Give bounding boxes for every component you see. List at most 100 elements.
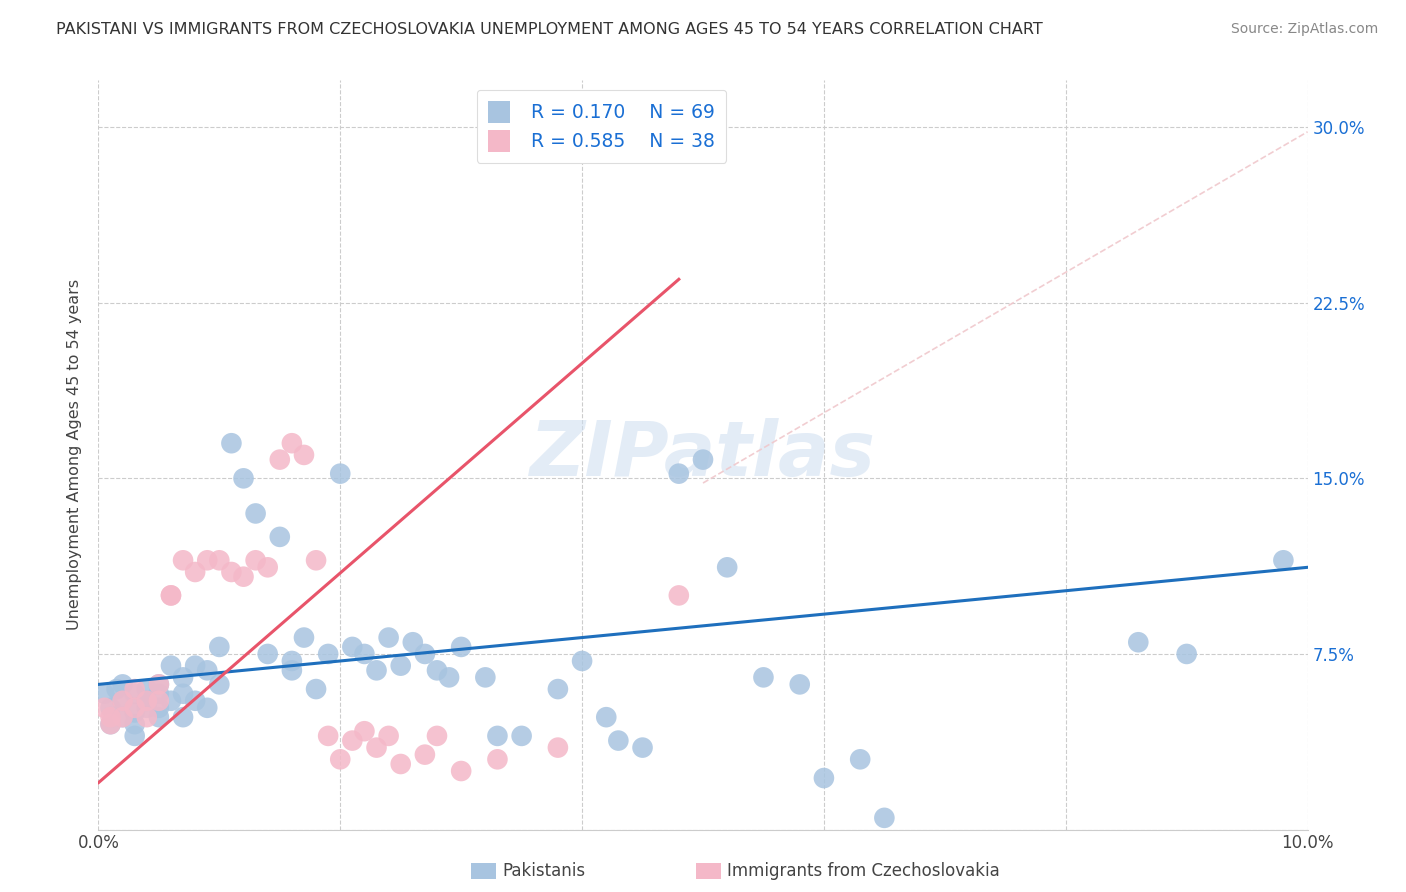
Point — [172, 710, 194, 724]
Point — [789, 677, 811, 691]
Point — [1272, 553, 1295, 567]
Point — [342, 640, 364, 654]
Point — [172, 553, 194, 567]
Point — [195, 701, 218, 715]
Point — [329, 752, 352, 766]
Point — [111, 677, 134, 691]
Point — [389, 756, 412, 771]
Point — [402, 635, 425, 649]
Point — [93, 701, 115, 715]
Point — [486, 752, 509, 766]
Point — [160, 658, 183, 673]
Point — [450, 640, 472, 654]
Point — [135, 710, 157, 724]
Text: Pakistanis: Pakistanis — [502, 862, 585, 880]
Point — [607, 733, 630, 747]
Point — [1175, 647, 1198, 661]
Point — [281, 436, 304, 450]
Point — [100, 717, 122, 731]
Point — [195, 664, 218, 678]
Text: Immigrants from Czechoslovakia: Immigrants from Czechoslovakia — [727, 862, 1000, 880]
Point — [377, 729, 399, 743]
Point — [366, 664, 388, 678]
Y-axis label: Unemployment Among Ages 45 to 54 years: Unemployment Among Ages 45 to 54 years — [67, 279, 83, 631]
Text: PAKISTANI VS IMMIGRANTS FROM CZECHOSLOVAKIA UNEMPLOYMENT AMONG AGES 45 TO 54 YEA: PAKISTANI VS IMMIGRANTS FROM CZECHOSLOVA… — [56, 22, 1043, 37]
Point — [160, 589, 183, 603]
Point — [595, 710, 617, 724]
Point — [111, 694, 134, 708]
Text: ZIPatlas: ZIPatlas — [530, 418, 876, 491]
Point — [135, 682, 157, 697]
Point — [413, 747, 436, 762]
Point — [148, 677, 170, 691]
Point — [232, 471, 254, 485]
Point — [100, 701, 122, 715]
Point — [124, 687, 146, 701]
Point — [849, 752, 872, 766]
Point — [160, 694, 183, 708]
Point — [353, 724, 375, 739]
Point — [184, 565, 207, 579]
Point — [135, 694, 157, 708]
Point — [269, 530, 291, 544]
Point — [208, 640, 231, 654]
Point — [256, 647, 278, 661]
Point — [256, 560, 278, 574]
Point — [93, 687, 115, 701]
Point — [148, 710, 170, 724]
Point — [510, 729, 533, 743]
Point — [221, 565, 243, 579]
Point — [232, 570, 254, 584]
Point — [148, 701, 170, 715]
Point — [547, 682, 569, 697]
Point — [135, 694, 157, 708]
Point — [135, 701, 157, 715]
Point — [813, 771, 835, 785]
Point — [474, 670, 496, 684]
Point — [305, 682, 328, 697]
Point — [316, 729, 339, 743]
Point — [111, 710, 134, 724]
Point — [111, 694, 134, 708]
Point — [692, 452, 714, 467]
Point — [124, 717, 146, 731]
Point — [111, 710, 134, 724]
Point — [571, 654, 593, 668]
Point — [245, 507, 267, 521]
Point — [437, 670, 460, 684]
Point — [305, 553, 328, 567]
Point — [245, 553, 267, 567]
Point — [172, 670, 194, 684]
Point — [195, 553, 218, 567]
Point — [486, 729, 509, 743]
Point — [329, 467, 352, 481]
Point — [148, 694, 170, 708]
Point — [426, 729, 449, 743]
Point — [100, 710, 122, 724]
Point — [184, 658, 207, 673]
Point — [426, 664, 449, 678]
Text: Source: ZipAtlas.com: Source: ZipAtlas.com — [1230, 22, 1378, 37]
Point — [631, 740, 654, 755]
Point — [208, 553, 231, 567]
Point — [389, 658, 412, 673]
Point — [124, 682, 146, 697]
Point — [292, 631, 315, 645]
Point — [353, 647, 375, 661]
Point — [208, 677, 231, 691]
Point — [377, 631, 399, 645]
Point — [172, 687, 194, 701]
Point — [1128, 635, 1150, 649]
Point — [148, 687, 170, 701]
Point — [124, 706, 146, 720]
Point — [184, 694, 207, 708]
Point — [366, 740, 388, 755]
Point — [124, 701, 146, 715]
Legend:  R = 0.170    N = 69,  R = 0.585    N = 38: R = 0.170 N = 69, R = 0.585 N = 38 — [477, 90, 727, 163]
Point — [160, 589, 183, 603]
Point — [221, 436, 243, 450]
Point — [450, 764, 472, 778]
Point — [100, 717, 122, 731]
Point — [281, 654, 304, 668]
Point — [269, 452, 291, 467]
